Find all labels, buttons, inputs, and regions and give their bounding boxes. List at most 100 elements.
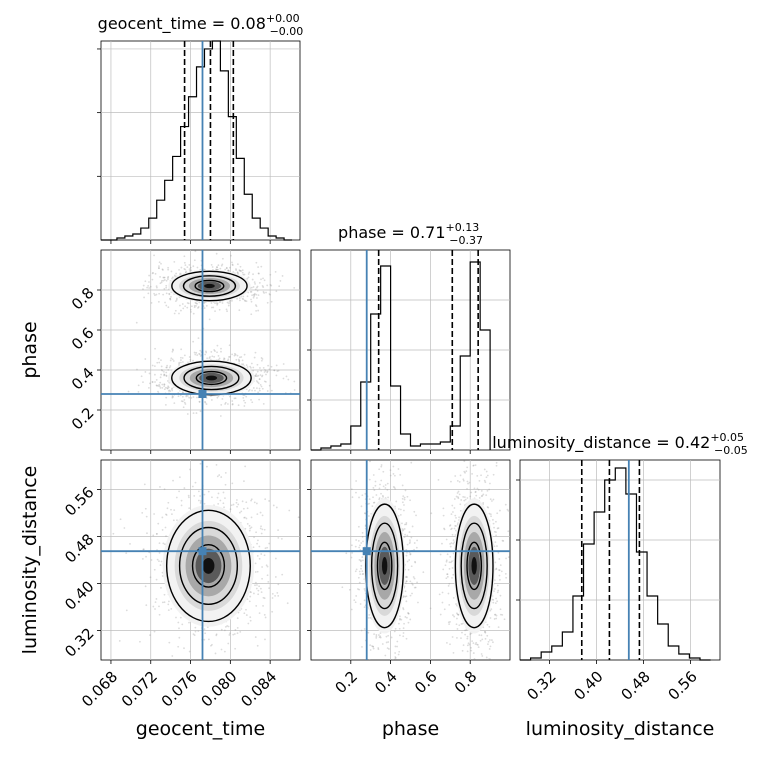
- sample-point: [359, 559, 362, 562]
- sample-point: [458, 480, 461, 483]
- sample-point: [190, 397, 193, 399]
- sample-point: [409, 618, 412, 621]
- sample-point: [273, 369, 276, 372]
- sample-point: [163, 374, 166, 376]
- sample-point: [402, 608, 405, 611]
- sample-point: [467, 482, 469, 485]
- sample-point: [399, 508, 402, 511]
- sample-point: [503, 618, 506, 621]
- sample-point: [254, 562, 257, 565]
- sample-point: [489, 609, 492, 612]
- sample-point: [442, 507, 445, 510]
- sample-point: [167, 266, 170, 269]
- sample-point: [361, 535, 364, 538]
- sample-point: [142, 381, 144, 384]
- sample-point: [154, 373, 156, 376]
- sample-point: [404, 533, 406, 536]
- sample-point: [236, 499, 238, 501]
- sample-point: [168, 293, 171, 296]
- sample-point: [243, 273, 246, 276]
- sample-point: [454, 529, 457, 532]
- sample-point: [239, 299, 241, 302]
- sample-point: [369, 617, 372, 619]
- sample-point: [167, 386, 170, 389]
- sample-point: [456, 612, 458, 615]
- sample-point: [250, 313, 253, 316]
- sample-point: [452, 614, 454, 616]
- sample-point: [249, 595, 252, 598]
- sample-point: [231, 400, 234, 402]
- sample-point: [462, 443, 464, 445]
- sample-point: [184, 305, 187, 308]
- sample-point: [210, 351, 213, 353]
- sample-point: [190, 311, 192, 313]
- sample-point: [362, 573, 365, 575]
- sample-point: [232, 633, 235, 636]
- sample-point: [364, 512, 367, 515]
- sample-point: [145, 515, 148, 518]
- sample-point: [163, 373, 166, 376]
- sample-point: [422, 571, 425, 574]
- sample-point: [450, 542, 453, 544]
- sample-point: [165, 286, 168, 289]
- sample-point: [162, 293, 165, 296]
- sample-point: [153, 568, 156, 571]
- sample-point: [243, 405, 246, 407]
- sample-point: [151, 278, 154, 281]
- sample-point: [278, 285, 281, 288]
- sample-point: [159, 282, 162, 285]
- sample-point: [393, 630, 396, 633]
- sample-point: [146, 532, 148, 535]
- sample-point: [370, 675, 372, 677]
- sample-point: [445, 577, 448, 580]
- sample-point: [237, 404, 240, 407]
- sample-point: [405, 671, 407, 673]
- sample-point: [452, 573, 455, 576]
- sample-point: [379, 632, 382, 634]
- sample-point: [469, 633, 472, 635]
- sample-point: [230, 254, 232, 257]
- sample-point: [160, 560, 163, 563]
- sample-point: [480, 634, 483, 637]
- sample-point: [256, 370, 259, 373]
- sample-point: [158, 613, 161, 616]
- sample-point: [358, 559, 361, 561]
- sample-point: [207, 456, 209, 458]
- density-fill: [471, 557, 477, 575]
- sample-point: [384, 654, 387, 657]
- sample-point: [125, 552, 128, 555]
- sample-point: [140, 375, 143, 378]
- sample-point: [149, 382, 151, 385]
- density-fill: [204, 283, 215, 289]
- sample-point: [161, 516, 164, 519]
- sample-point: [171, 396, 174, 399]
- sample-point: [409, 553, 412, 556]
- sample-point: [466, 497, 469, 499]
- sample-point: [446, 575, 449, 578]
- sample-point: [165, 292, 168, 295]
- sample-point: [178, 627, 180, 630]
- sample-point: [462, 479, 465, 482]
- sample-point: [405, 580, 408, 583]
- sample-point: [505, 576, 508, 579]
- sample-point: [364, 512, 366, 515]
- sample-point: [489, 645, 492, 648]
- sample-point: [247, 276, 250, 279]
- sample-point: [244, 465, 247, 468]
- sample-point: [150, 559, 153, 561]
- sample-point: [112, 532, 115, 535]
- sample-point: [394, 656, 397, 658]
- sample-point: [249, 616, 252, 619]
- sample-point: [161, 279, 163, 282]
- sample-point: [445, 559, 448, 562]
- sample-point: [412, 576, 415, 578]
- sample-point: [229, 355, 231, 358]
- sample-point: [493, 530, 496, 533]
- sample-point: [183, 398, 186, 401]
- sample-point: [238, 297, 241, 300]
- sample-point: [409, 580, 412, 583]
- sample-point: [441, 591, 444, 594]
- sample-point: [210, 399, 213, 401]
- sample-point: [351, 496, 354, 499]
- sample-point: [377, 648, 380, 651]
